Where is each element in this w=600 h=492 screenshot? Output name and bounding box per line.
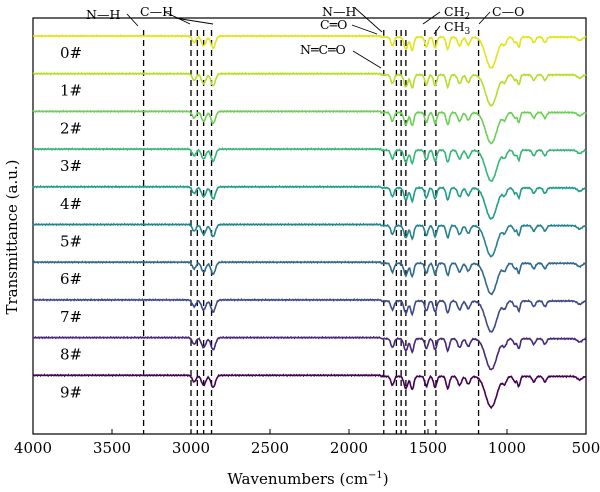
x-tick-label: 4000 (14, 439, 52, 457)
annotation-leader (351, 24, 378, 35)
annotation-co1: C═O (320, 17, 347, 32)
plot-border (32, 17, 587, 435)
series-label: 2# (60, 119, 82, 137)
plot-frame (32, 17, 587, 435)
spectrum-line (32, 109, 587, 145)
annotation-nh1: N—H (86, 7, 120, 22)
annotation-leader (174, 17, 214, 25)
annotation-leader (354, 7, 383, 33)
spectrum-line (32, 222, 587, 258)
annotation-nco: N═C═O (300, 42, 346, 57)
annotation-co2: C—O (492, 4, 524, 19)
spectrum-line (32, 335, 587, 371)
spectrum-line (32, 71, 587, 107)
annotation-leader (126, 13, 139, 27)
spectrum-line (32, 147, 587, 183)
annotation-leader (478, 11, 491, 25)
series-label: 7# (60, 308, 82, 326)
series-label: 4# (60, 195, 82, 213)
annotation-leader (433, 25, 441, 35)
annotation-leader (422, 11, 441, 25)
spectrum-line (32, 297, 587, 333)
series-label: 1# (60, 82, 82, 100)
x-tick-label: 500 (572, 439, 600, 457)
annotation-ch2: CH2 (444, 4, 470, 22)
series-label: 6# (60, 270, 82, 288)
x-tick-label: 2500 (251, 439, 289, 457)
annotation-ch3: CH3 (444, 19, 470, 37)
series-label: 9# (60, 383, 82, 401)
x-tick-label: 2000 (330, 439, 368, 457)
spectrum-line (32, 373, 587, 410)
x-tick-label: 1500 (409, 439, 447, 457)
series-label: 0# (60, 44, 82, 62)
series-label: 5# (60, 233, 82, 251)
series-label: 8# (60, 346, 82, 364)
series-labels: 0# 1# 2# 3# 4# 5# 6# 7# 8# 9# (60, 44, 82, 401)
annotation-ch: C—H (140, 4, 173, 19)
x-tick-label: 3500 (93, 439, 131, 457)
x-axis-ticks: 4000 3500 3000 2500 2000 1500 1000 500 (14, 429, 600, 457)
y-axis-label: Transmittance (a.u.) (3, 159, 21, 314)
x-tick-label: 3000 (172, 439, 210, 457)
x-tick-label: 1000 (488, 439, 526, 457)
spectra-series (32, 34, 587, 410)
annotation-nh2: N—H (322, 4, 356, 19)
spectrum-line (32, 184, 587, 221)
x-axis-label: Wavenumbers (cm−1) (227, 470, 388, 488)
annotation-leader (352, 50, 382, 69)
series-label: 3# (60, 157, 82, 175)
spectrum-line (32, 260, 587, 296)
spectrum-line (33, 34, 587, 69)
